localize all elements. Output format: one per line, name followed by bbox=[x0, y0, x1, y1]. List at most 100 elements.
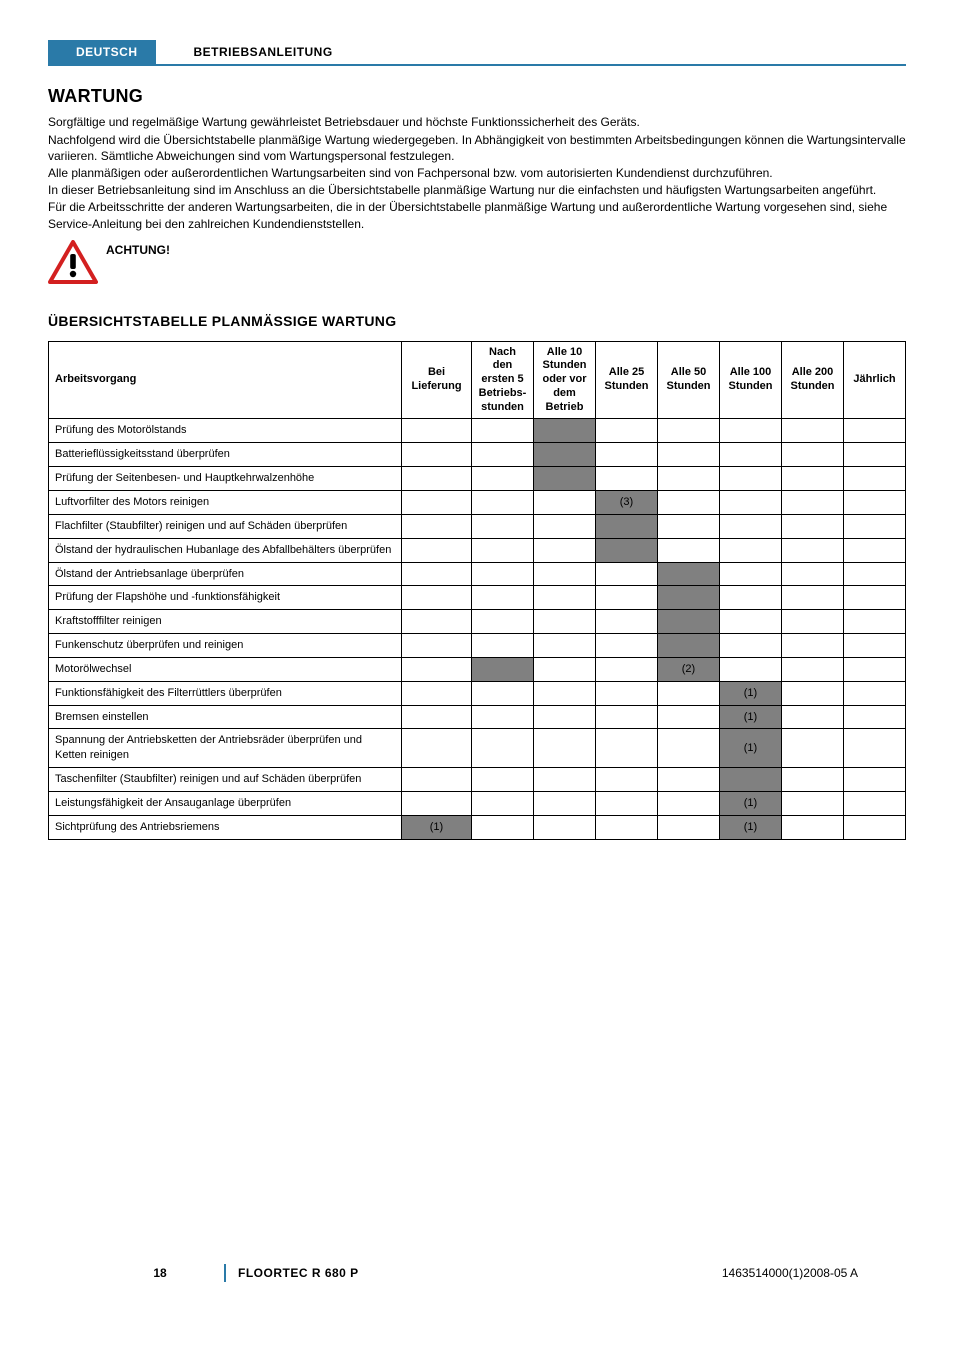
table-cell bbox=[472, 586, 534, 610]
table-cell bbox=[596, 467, 658, 491]
table-row: Prüfung der Seitenbesen- und Hauptkehrwa… bbox=[49, 467, 906, 491]
table-cell bbox=[472, 681, 534, 705]
table-cell bbox=[472, 562, 534, 586]
page-number: 18 bbox=[96, 1265, 224, 1281]
table-cell bbox=[720, 610, 782, 634]
col-header: Arbeitsvorgang bbox=[49, 341, 402, 419]
table-cell bbox=[782, 443, 844, 467]
table-cell bbox=[658, 815, 720, 839]
table-cell bbox=[720, 467, 782, 491]
table-cell bbox=[472, 419, 534, 443]
table-cell bbox=[844, 791, 906, 815]
table-cell bbox=[596, 443, 658, 467]
table-cell bbox=[402, 490, 472, 514]
table-cell: (1) bbox=[720, 729, 782, 768]
intro-paragraph: In dieser Betriebsanleitung sind im Ansc… bbox=[48, 182, 906, 198]
header-bar: DEUTSCH BETRIEBSANLEITUNG bbox=[48, 40, 906, 66]
table-cell bbox=[658, 490, 720, 514]
table-cell bbox=[472, 634, 534, 658]
table-cell bbox=[844, 514, 906, 538]
table-cell bbox=[596, 681, 658, 705]
table-cell bbox=[402, 768, 472, 792]
language-tag: DEUTSCH bbox=[48, 40, 156, 64]
col-header: Alle 25 Stunden bbox=[596, 341, 658, 419]
table-cell bbox=[844, 815, 906, 839]
table-cell bbox=[534, 490, 596, 514]
table-cell bbox=[658, 610, 720, 634]
table-cell bbox=[720, 768, 782, 792]
table-cell bbox=[782, 467, 844, 491]
doc-number: 1463514000(1)2008-05 A bbox=[722, 1265, 858, 1281]
table-cell bbox=[782, 657, 844, 681]
table-cell bbox=[658, 586, 720, 610]
table-cell bbox=[844, 562, 906, 586]
table-cell bbox=[658, 705, 720, 729]
table-cell bbox=[720, 562, 782, 586]
table-cell bbox=[402, 443, 472, 467]
intro-paragraph: Für die Arbeitsschritte der anderen Wart… bbox=[48, 199, 906, 231]
table-cell: (1) bbox=[402, 815, 472, 839]
table-cell bbox=[534, 791, 596, 815]
table-row: Luftvorfilter des Motors reinigen(3) bbox=[49, 490, 906, 514]
table-cell bbox=[534, 634, 596, 658]
table-cell bbox=[844, 490, 906, 514]
table-cell bbox=[534, 815, 596, 839]
table-cell bbox=[720, 657, 782, 681]
row-label: Ölstand der hydraulischen Hubanlage des … bbox=[49, 538, 402, 562]
table-cell bbox=[658, 768, 720, 792]
col-header: Alle 50 Stunden bbox=[658, 341, 720, 419]
table-cell bbox=[720, 514, 782, 538]
table-cell bbox=[844, 634, 906, 658]
table-cell bbox=[844, 681, 906, 705]
table-cell bbox=[782, 586, 844, 610]
row-label: Prüfung des Motorölstands bbox=[49, 419, 402, 443]
table-cell bbox=[472, 791, 534, 815]
table-cell bbox=[402, 467, 472, 491]
model-name: FLOORTEC R 680 P bbox=[238, 1265, 359, 1281]
table-row: Funkenschutz überprüfen und reinigen bbox=[49, 634, 906, 658]
table-cell bbox=[658, 562, 720, 586]
table-cell bbox=[658, 443, 720, 467]
table-cell bbox=[402, 538, 472, 562]
table-cell bbox=[596, 586, 658, 610]
table-cell bbox=[720, 490, 782, 514]
table-cell bbox=[534, 467, 596, 491]
table-cell bbox=[658, 538, 720, 562]
table-cell bbox=[534, 443, 596, 467]
table-cell bbox=[596, 538, 658, 562]
table-cell bbox=[658, 791, 720, 815]
table-row: Spannung der Antriebsketten der Antriebs… bbox=[49, 729, 906, 768]
table-cell: (1) bbox=[720, 681, 782, 705]
table-title: ÜBERSICHTSTABELLE PLANMÄSSIGE WARTUNG bbox=[48, 312, 906, 331]
table-cell bbox=[402, 657, 472, 681]
table-cell: (2) bbox=[658, 657, 720, 681]
table-cell bbox=[534, 610, 596, 634]
table-cell bbox=[658, 634, 720, 658]
table-cell bbox=[534, 657, 596, 681]
table-cell bbox=[782, 610, 844, 634]
table-cell bbox=[844, 729, 906, 768]
intro-paragraph: Nachfolgend wird die Übersichtstabelle p… bbox=[48, 132, 906, 164]
table-row: Prüfung des Motorölstands bbox=[49, 419, 906, 443]
table-cell bbox=[782, 729, 844, 768]
footer-divider bbox=[224, 1264, 226, 1282]
intro-block: Sorgfältige und regelmäßige Wartung gewä… bbox=[48, 114, 906, 231]
table-cell bbox=[596, 419, 658, 443]
doc-type-label: BETRIEBSANLEITUNG bbox=[194, 44, 333, 60]
table-cell bbox=[472, 467, 534, 491]
table-cell bbox=[596, 729, 658, 768]
table-cell bbox=[472, 610, 534, 634]
table-cell bbox=[782, 768, 844, 792]
table-cell bbox=[596, 768, 658, 792]
table-cell bbox=[782, 705, 844, 729]
table-cell bbox=[782, 490, 844, 514]
table-cell: (1) bbox=[720, 791, 782, 815]
table-row: Ölstand der hydraulischen Hubanlage des … bbox=[49, 538, 906, 562]
intro-paragraph: Alle planmäßigen oder außerordentlichen … bbox=[48, 165, 906, 181]
table-cell bbox=[534, 562, 596, 586]
table-cell bbox=[658, 419, 720, 443]
table-cell bbox=[782, 815, 844, 839]
table-cell bbox=[782, 538, 844, 562]
table-cell bbox=[844, 586, 906, 610]
table-cell bbox=[534, 419, 596, 443]
